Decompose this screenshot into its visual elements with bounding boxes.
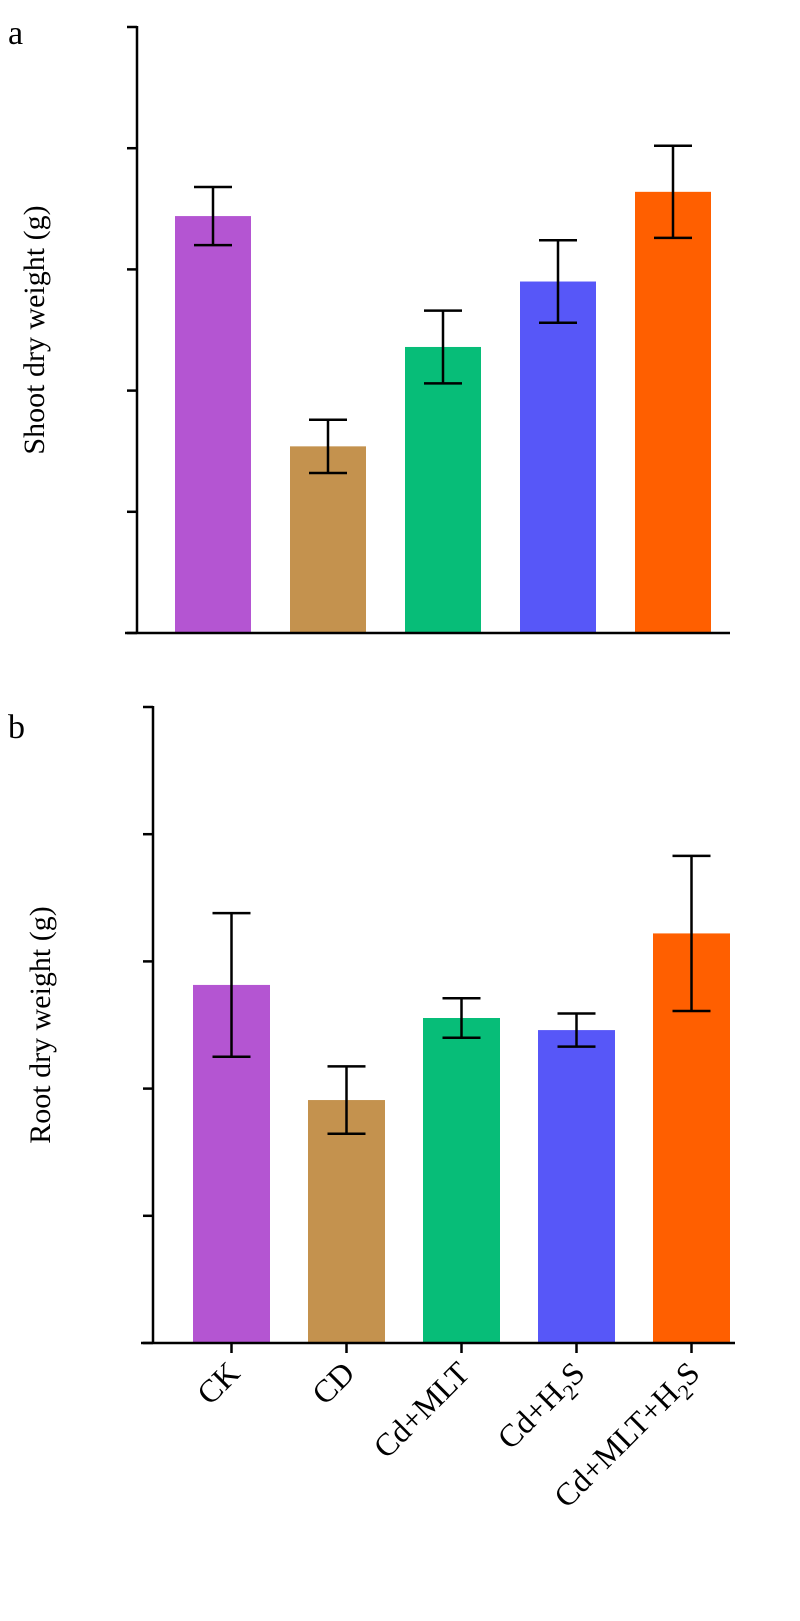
bar-4 bbox=[635, 191, 711, 633]
bar-2 bbox=[423, 1018, 500, 1343]
bar-2 bbox=[405, 346, 481, 633]
bar-0 bbox=[175, 216, 251, 633]
panel-label-a: a bbox=[8, 15, 23, 52]
x-tick-label-2: Cd+MLT bbox=[366, 1354, 477, 1465]
panel-b-root-dry-weight: b Root dry weight (g) bbox=[8, 705, 735, 1353]
bar-1 bbox=[308, 1100, 385, 1343]
x-tick-label-3: Cd+H2S bbox=[490, 1354, 596, 1460]
y-axis-label-b: Root dry weight (g) bbox=[24, 906, 57, 1143]
panel-label-b: b bbox=[8, 709, 25, 746]
x-tick-label-main: CK bbox=[190, 1354, 247, 1411]
x-tick-label-1: CD bbox=[305, 1354, 362, 1411]
x-tick-label-main: Cd+MLT bbox=[366, 1354, 477, 1465]
x-tick-label-0: CK bbox=[190, 1354, 247, 1411]
y-axis-label-a: Shoot dry weight (g) bbox=[18, 205, 51, 454]
panel-a-shoot-dry-weight: a Shoot dry weight (g) bbox=[8, 15, 730, 635]
bar-3 bbox=[538, 1030, 615, 1343]
bar-1 bbox=[290, 446, 366, 633]
x-tick-label-main: CD bbox=[305, 1354, 362, 1411]
bar-3 bbox=[520, 281, 596, 633]
